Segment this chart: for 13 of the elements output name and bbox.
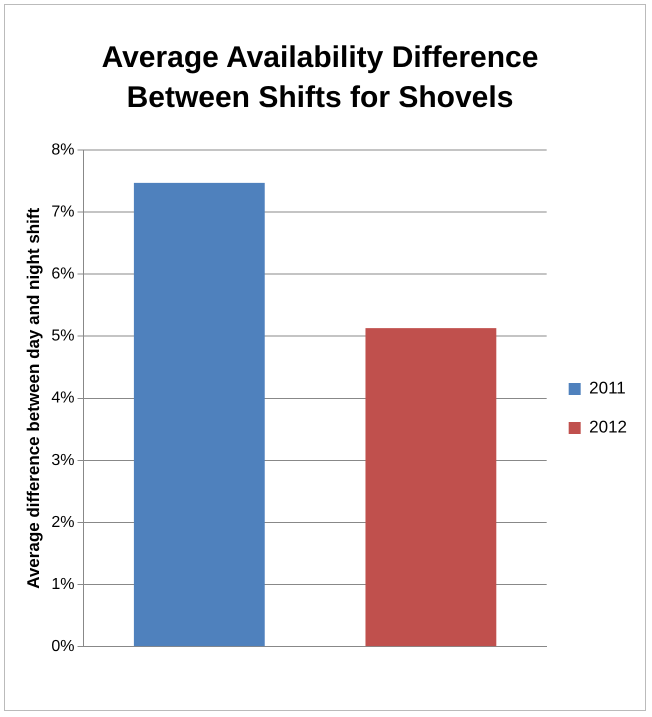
legend-label: 2012 [589, 418, 628, 437]
y-tick-label: 7% [51, 203, 75, 220]
y-tick-label: 5% [51, 328, 75, 345]
y-tick-label: 2% [51, 514, 75, 531]
y-tick-label: 3% [51, 452, 75, 469]
y-tick-label: 0% [51, 638, 75, 656]
chart-title: Average Availability Difference Between Shifts for Shovels [100, 40, 540, 116]
legend-label: 2011 [589, 378, 626, 398]
y-axis-title: Average difference between day and night shift [24, 207, 43, 589]
y-tick-label: 8% [51, 141, 75, 158]
y-tick-label: 6% [51, 266, 75, 283]
y-tick-label: 4% [51, 390, 75, 407]
y-tick-label: 1% [51, 576, 75, 593]
